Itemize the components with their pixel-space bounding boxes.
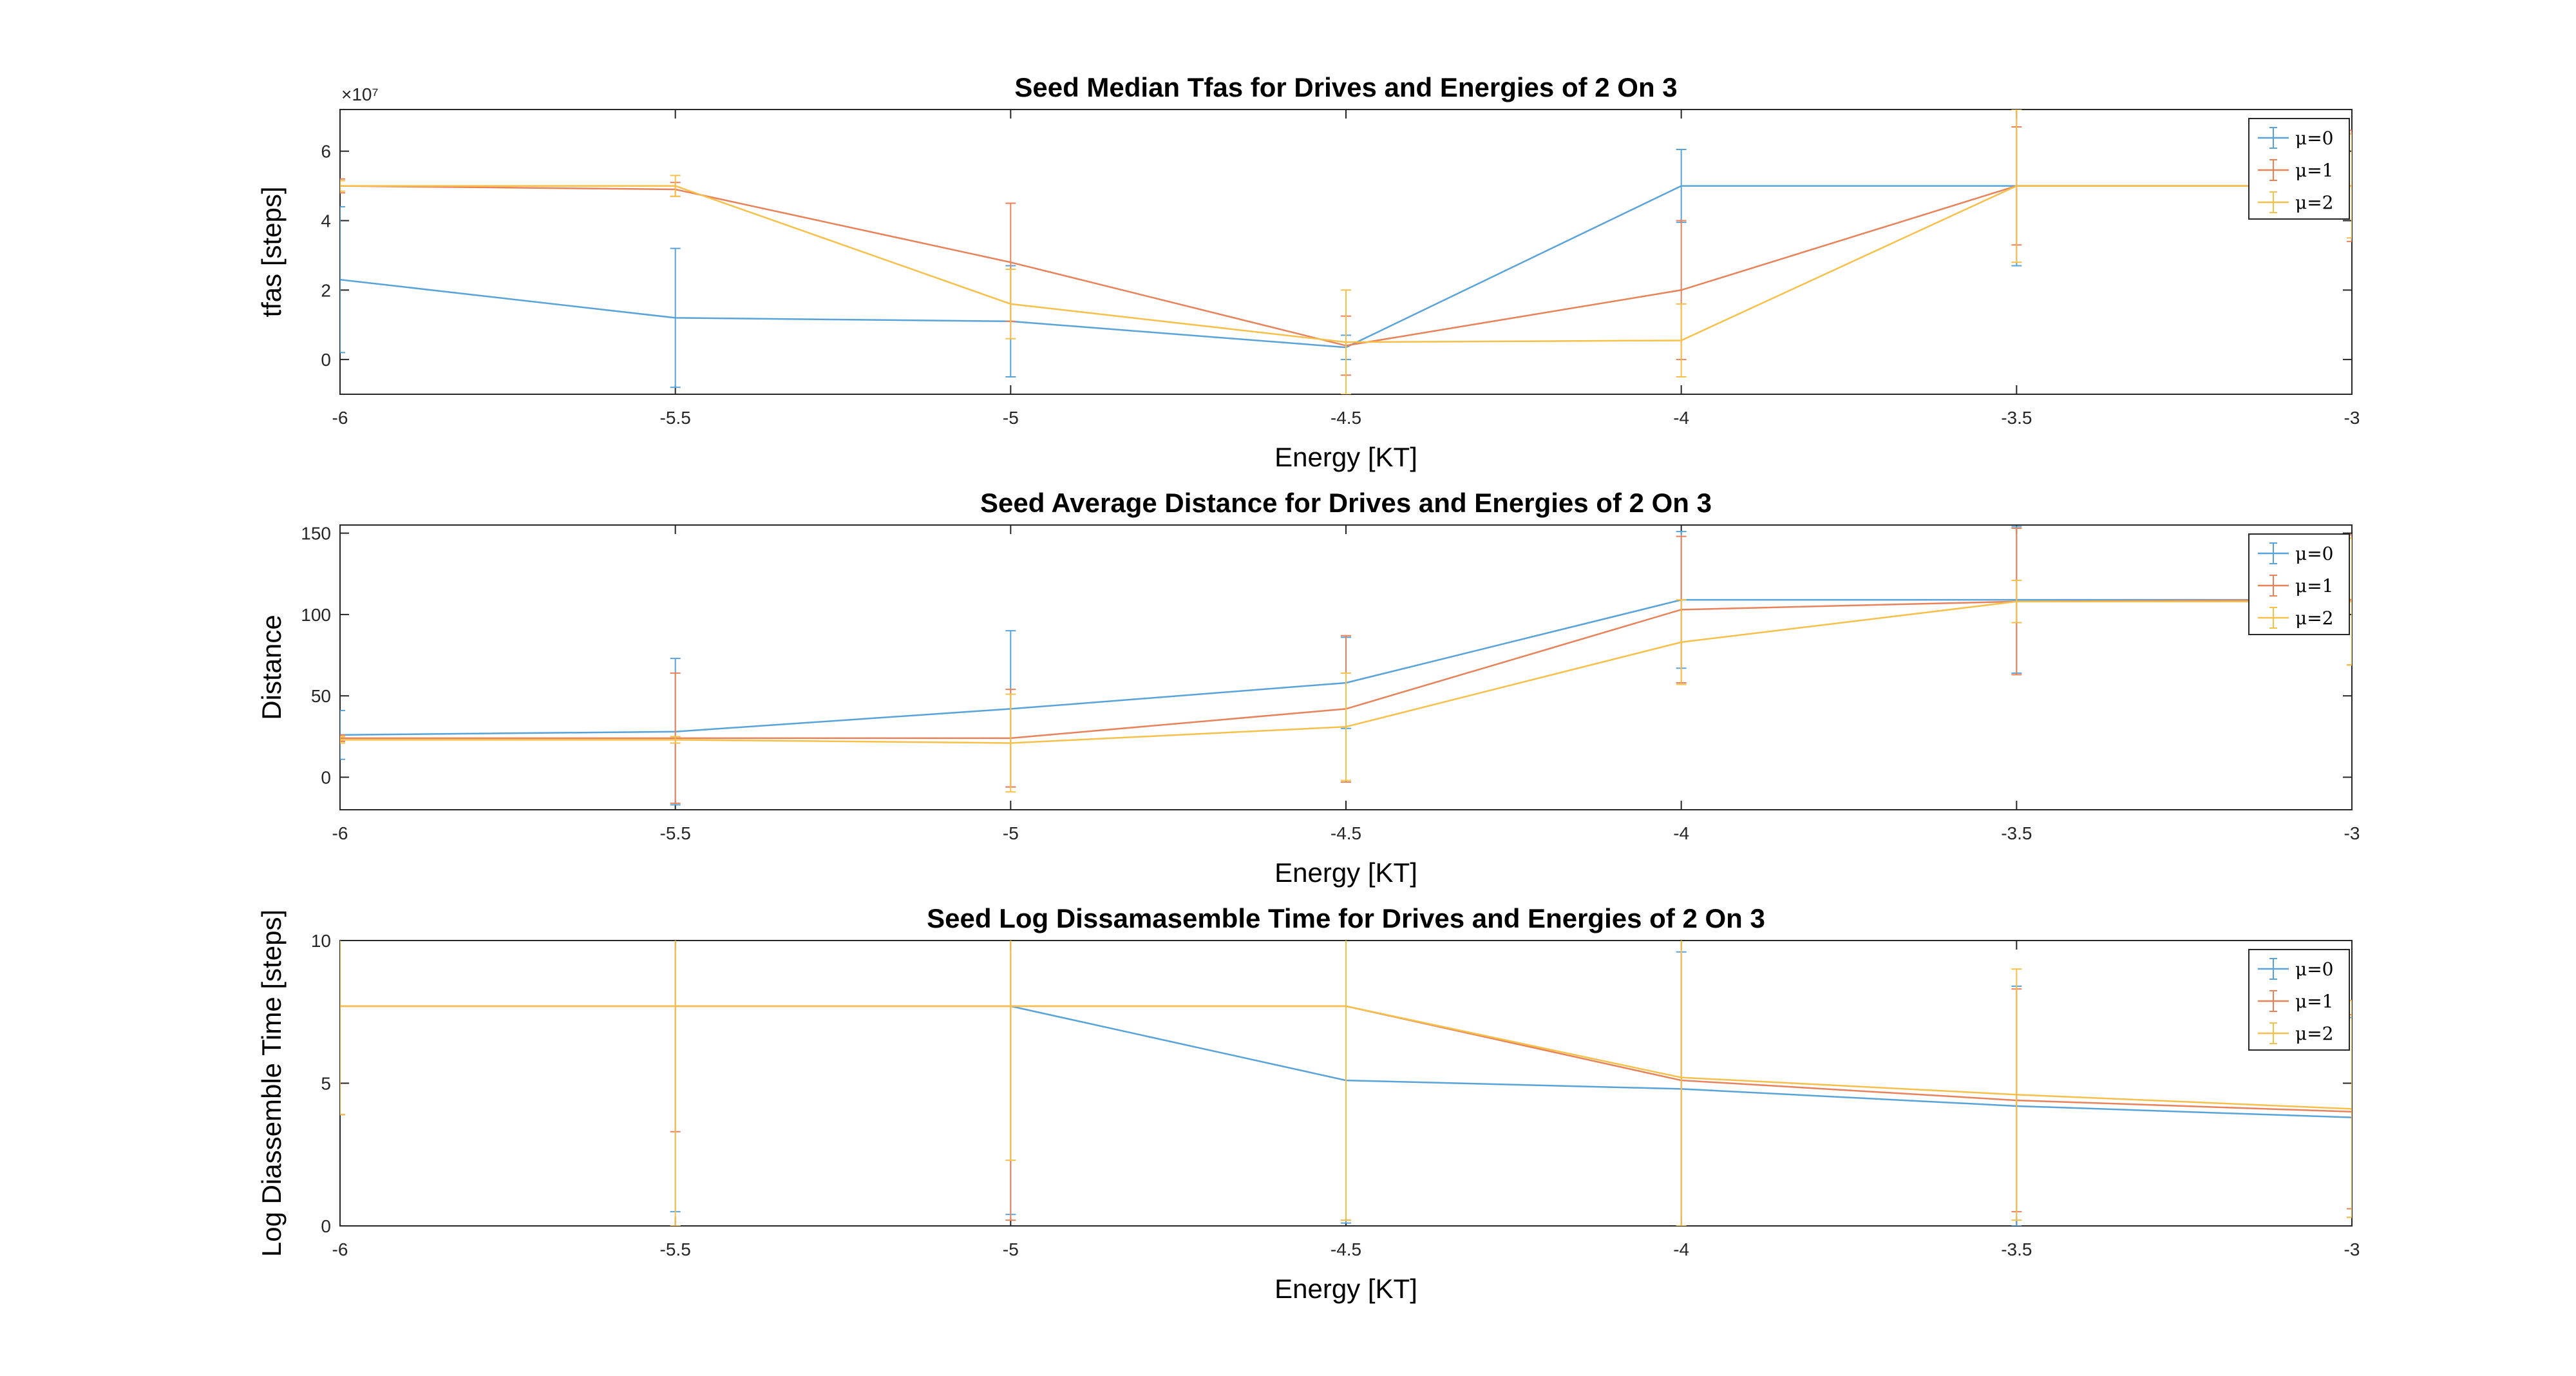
x-tick-label: -3.5	[2001, 1239, 2032, 1259]
x-tick-label: -4.5	[1331, 408, 1361, 428]
y-tick-label: 10	[311, 931, 331, 951]
legend-label: μ=2	[2295, 607, 2333, 629]
y-tick-label: 0	[321, 350, 331, 370]
y-axis-label: Log Diassemble Time [steps]	[256, 910, 287, 1257]
legend-label: μ=1	[2295, 575, 2333, 597]
legend-label: μ=1	[2295, 160, 2333, 181]
y-tick-label: 0	[321, 767, 331, 787]
x-tick-label: -5.5	[660, 408, 691, 428]
y-tick-label: 150	[301, 524, 331, 544]
legend: μ=0 μ=1 μ=2	[2248, 118, 2350, 220]
x-tick-label: -3.5	[2001, 823, 2032, 843]
chart-title: Seed Median Tfas for Drives and Energies…	[1014, 72, 1677, 102]
x-tick-label: -4.5	[1331, 823, 1361, 843]
x-tick-label: -6	[332, 408, 348, 428]
x-tick-label: -5.5	[660, 1239, 691, 1259]
y-tick-label: 50	[311, 686, 331, 706]
chart-title: Seed Average Distance for Drives and Ene…	[980, 488, 1712, 518]
y-tick-label: 0	[321, 1216, 331, 1236]
x-tick-label: -4	[1673, 408, 1689, 428]
y-tick-label: 2	[321, 280, 331, 300]
legend-label: μ=1	[2295, 991, 2333, 1012]
x-tick-label: -3.5	[2001, 408, 2032, 428]
x-axis-label: Energy [KT]	[1274, 857, 1417, 888]
legend-item-mu1: μ=1	[2258, 159, 2333, 181]
x-axis-label: Energy [KT]	[1274, 1274, 1417, 1304]
legend: μ=0 μ=1 μ=2	[2248, 949, 2350, 1051]
panel-distance: -6 -5.5 -5 -4.5 -4 -3.5 -3 0 50 100 150 Seed Averag…	[256, 488, 2360, 888]
x-tick-label: -6	[332, 823, 348, 843]
y-tick-label: 6	[321, 142, 331, 162]
y-axis-label: Distance	[256, 615, 287, 720]
x-tick-label: -4	[1673, 823, 1689, 843]
y-axis-label: tfas [steps]	[256, 186, 287, 317]
legend-label: μ=0	[2295, 543, 2333, 564]
error-bar-mu2	[340, 941, 345, 1116]
legend-item-mu1: μ=1	[2258, 990, 2333, 1012]
y-tick-label: 4	[321, 211, 331, 231]
y-tick-label: 100	[301, 605, 331, 625]
legend-label: μ=2	[2295, 1023, 2333, 1044]
error-bar-mu0	[340, 205, 345, 354]
legend-item-mu2: μ=2	[2258, 607, 2333, 629]
x-tick-label: -5	[1003, 1239, 1019, 1259]
x-tick-label: -4	[1673, 1239, 1689, 1259]
x-tick-label: -6	[332, 1239, 348, 1259]
y-tick-label: 5	[321, 1074, 331, 1094]
x-tick-label: -4.5	[1331, 1239, 1361, 1259]
plot-area	[340, 526, 2352, 806]
legend-item-mu1: μ=1	[2258, 575, 2333, 597]
x-tick-label: -5.5	[660, 823, 691, 843]
legend-item-mu0: μ=0	[2258, 958, 2333, 980]
plot-area	[340, 110, 2352, 394]
legend-label: μ=2	[2295, 192, 2333, 213]
legend-item-mu2: μ=2	[2258, 191, 2333, 213]
x-tick-label: -3	[2344, 823, 2360, 843]
error-bar-mu2	[340, 180, 345, 192]
y-exponent-label: ×10⁷	[341, 84, 379, 104]
panel-tfas: -6 -5.5 -5 -4.5 -4 -3.5 -3 0 2 4 6 ×10⁷ Seed Median …	[256, 72, 2360, 472]
error-bar-mu2	[340, 736, 345, 744]
legend-label: μ=0	[2295, 959, 2333, 980]
error-bar-mu1	[340, 734, 345, 742]
x-tick-label: -5	[1003, 823, 1019, 843]
chart-title: Seed Log Dissamasemble Time for Drives a…	[927, 903, 1765, 933]
error-bar-mu1	[340, 178, 345, 194]
x-tick-label: -3	[2344, 1239, 2360, 1259]
legend-box	[2248, 118, 2350, 220]
legend-item-mu0: μ=0	[2258, 542, 2333, 564]
x-tick-label: -3	[2344, 408, 2360, 428]
panel-log-disassemble-time: -6 -5.5 -5 -4.5 -4 -3.5 -3 0 5 10 Seed Log Dissama…	[256, 903, 2360, 1304]
legend-item-mu2: μ=2	[2258, 1022, 2333, 1044]
plot-area	[340, 941, 2352, 1226]
x-tick-label: -5	[1003, 408, 1019, 428]
legend: μ=0 μ=1 μ=2	[2248, 533, 2350, 635]
error-bar-mu0	[340, 709, 345, 760]
legend-label: μ=0	[2295, 128, 2333, 149]
x-axis-label: Energy [KT]	[1274, 442, 1417, 472]
legend-item-mu0: μ=0	[2258, 127, 2333, 149]
